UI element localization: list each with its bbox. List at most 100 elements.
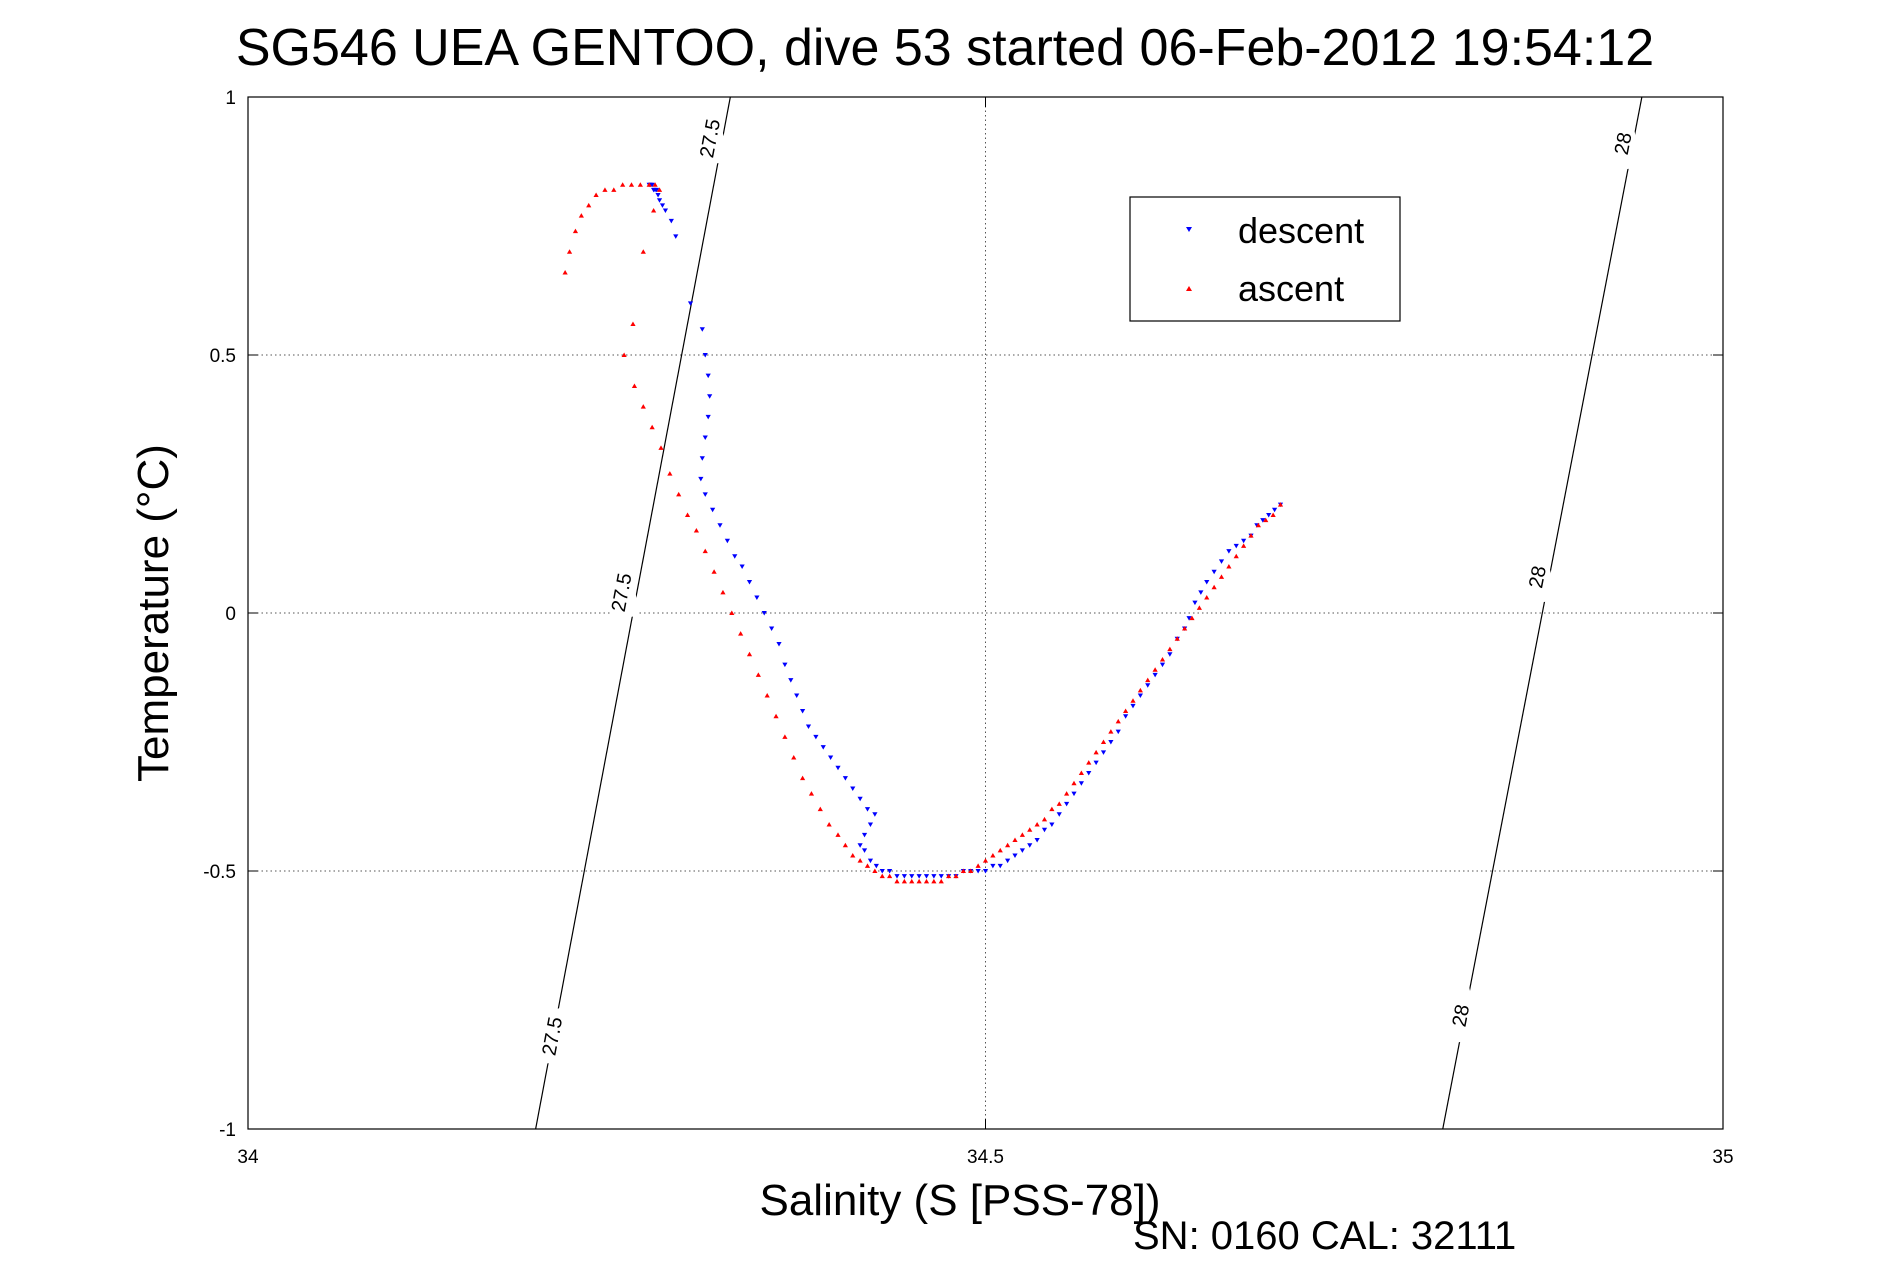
- data-point-descent: [668, 218, 674, 224]
- data-point-descent: [1034, 838, 1040, 843]
- data-point-ascent: [1123, 708, 1129, 714]
- serial-calibration-footer: SN: 0160 CAL: 32111: [1133, 1214, 1516, 1258]
- data-point-ascent: [1248, 533, 1254, 538]
- isopycnal-label-gap: [1518, 548, 1556, 606]
- data-point-descent: [923, 874, 930, 879]
- data-point-ascent: [637, 182, 643, 187]
- data-point-ascent: [631, 383, 638, 388]
- data-point-descent: [997, 863, 1003, 869]
- data-point-ascent: [1064, 791, 1070, 796]
- y-tick-label: -0.5: [203, 862, 236, 883]
- data-point-descent: [901, 874, 907, 879]
- data-point-descent: [1152, 672, 1158, 678]
- data-point-ascent: [808, 791, 815, 796]
- data-point-descent: [1159, 662, 1166, 668]
- data-point-descent: [867, 822, 874, 828]
- data-point-ascent: [850, 853, 856, 858]
- isopycnal-label: 28: [1449, 1003, 1475, 1029]
- data-point-ascent: [968, 868, 974, 873]
- data-point-descent: [699, 456, 705, 461]
- legend-label-descent: descent: [1238, 210, 1364, 251]
- data-point-ascent: [909, 878, 915, 884]
- data-point-ascent: [711, 569, 717, 574]
- data-point-descent: [702, 435, 708, 441]
- data-point-ascent: [1255, 522, 1261, 528]
- data-point-ascent: [800, 775, 806, 781]
- x-tick-label: 34.5: [967, 1147, 1004, 1168]
- data-point-ascent: [1211, 584, 1217, 590]
- data-point-descent: [788, 678, 794, 683]
- y-axis-ticks: -1 -0.5 0 0.5 1: [203, 88, 1723, 1141]
- data-point-descent: [732, 554, 738, 559]
- data-point-ascent: [960, 868, 966, 873]
- data-point-descent: [653, 187, 660, 193]
- data-point-descent: [1078, 781, 1084, 786]
- data-point-ascent: [1130, 698, 1136, 703]
- data-point-ascent: [621, 352, 627, 357]
- data-point-descent: [662, 208, 669, 214]
- data-point-ascent: [1093, 749, 1099, 755]
- data-point-descent: [982, 869, 989, 874]
- isopycnal-label-gap: [533, 1007, 571, 1065]
- data-point-descent: [938, 874, 944, 879]
- data-point-ascent: [916, 878, 922, 884]
- data-point-ascent: [1027, 827, 1033, 832]
- data-point-ascent: [630, 321, 636, 327]
- data-point-ascent: [1086, 760, 1092, 765]
- data-point-ascent: [755, 672, 761, 677]
- data-point-descent: [1041, 827, 1048, 833]
- data-point-ascent: [938, 878, 944, 884]
- data-point-ascent: [1270, 512, 1276, 517]
- data-point-ascent: [1019, 832, 1025, 837]
- data-point-descent: [1086, 770, 1092, 776]
- data-point-ascent: [729, 610, 735, 615]
- data-point-descent: [1233, 543, 1239, 549]
- data-point-ascent: [602, 187, 608, 192]
- data-point-descent: [1204, 580, 1210, 585]
- x-axis-ticks: 34 34.5 35: [237, 97, 1734, 1168]
- data-point-descent: [794, 693, 800, 699]
- data-point-descent: [828, 755, 834, 760]
- data-point-descent: [820, 745, 826, 750]
- isopycnal-label-gap: [691, 110, 729, 167]
- data-point-descent: [1145, 683, 1151, 688]
- data-point-ascent: [1137, 687, 1143, 693]
- x-tick-label: 34: [237, 1147, 259, 1168]
- data-point-descent: [857, 796, 863, 802]
- data-point-descent: [1211, 569, 1217, 575]
- data-point-ascent: [1226, 564, 1232, 569]
- data-point-descent: [710, 507, 716, 513]
- y-tick-label: 0: [225, 604, 236, 625]
- grid-lines: [248, 97, 1723, 1129]
- data-point-ascent: [879, 873, 885, 879]
- data-point-descent: [805, 724, 812, 730]
- data-point-descent: [800, 709, 806, 714]
- legend-marker-descent: [1186, 227, 1192, 232]
- data-point-ascent: [990, 853, 996, 858]
- data-point-descent: [864, 807, 871, 812]
- data-point-ascent: [667, 471, 673, 476]
- data-point-descent: [1192, 600, 1198, 606]
- data-point-ascent: [586, 202, 592, 208]
- data-point-descent: [861, 848, 868, 853]
- isopycnal-line: [1442, 96, 1643, 1130]
- data-point-ascent: [676, 491, 682, 497]
- data-point-ascent: [894, 878, 900, 884]
- data-point-descent: [761, 611, 767, 616]
- data-point-ascent: [1145, 677, 1151, 683]
- data-point-ascent: [1005, 842, 1011, 848]
- data-point-descent: [1100, 750, 1107, 755]
- data-point-descent: [702, 353, 708, 358]
- data-point-descent: [1167, 652, 1173, 657]
- data-point-ascent: [656, 187, 663, 192]
- data-point-descent: [894, 874, 900, 879]
- data-point-descent: [867, 858, 874, 864]
- data-point-descent: [1137, 693, 1143, 699]
- data-point-descent: [879, 869, 885, 874]
- data-point-descent: [861, 832, 868, 838]
- data-point-descent: [655, 193, 661, 198]
- data-point-descent: [656, 198, 663, 203]
- data-point-ascent: [720, 589, 726, 595]
- data-point-descent: [1005, 858, 1011, 864]
- data-point-descent: [659, 203, 666, 208]
